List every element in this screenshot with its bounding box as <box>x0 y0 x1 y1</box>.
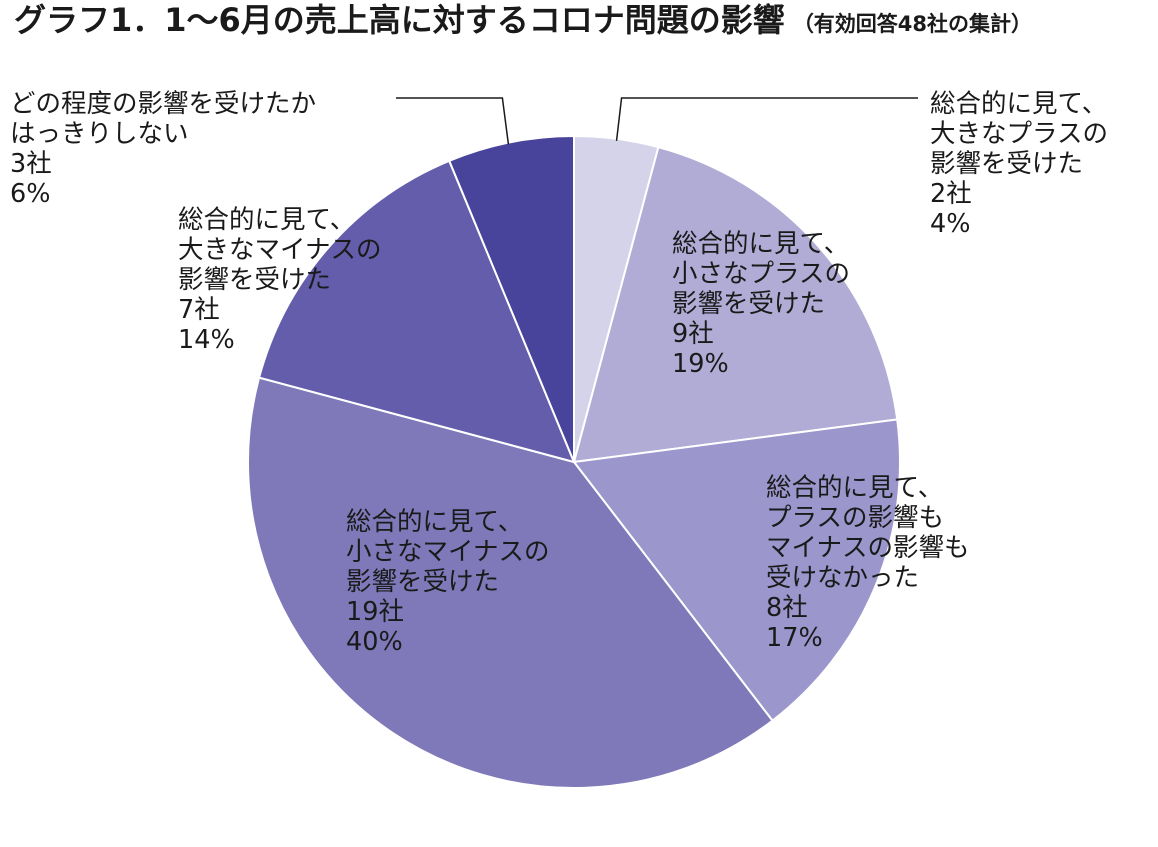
slice-label-line: 小さなプラスの <box>672 259 850 289</box>
slice-percent-label: 17% <box>766 623 823 653</box>
slice-label-6: どの程度の影響を受けたかはっきりしない 3社 6% <box>10 89 316 209</box>
slice-label-line: 大きなプラスの <box>930 119 1108 149</box>
pie-slice-3 <box>573 418 901 722</box>
slice-label-4: 総合的に見て、小さなマイナスの影響を受けた 19社 40% <box>346 507 550 657</box>
slice-label-line: 影響を受けた <box>672 289 825 319</box>
chart-subtitle: （有効回答48社の集計） <box>792 12 1033 36</box>
slice-count-label: 9社 <box>672 319 714 349</box>
slice-label-line: 総合的に見て、 <box>672 229 849 259</box>
slice-label-line: 影響を受けた <box>178 265 331 295</box>
slice-count-label: 7社 <box>178 295 220 325</box>
slice-label-line: はっきりしない <box>10 119 189 149</box>
slice-count-label: 3社 <box>10 149 52 179</box>
slice-label-5: 総合的に見て、大きなマイナスの影響を受けた 7社 14% <box>178 205 382 355</box>
pie-slice-4 <box>247 376 774 789</box>
chart-title-block: グラフ1．1〜6月の売上高に対するコロナ問題の影響 （有効回答48社の集計） <box>14 4 1032 36</box>
slice-label-line: 総合的に見て、 <box>766 473 943 503</box>
leader-lines <box>396 97 918 145</box>
pie-slice-5 <box>258 159 575 463</box>
leader-line-6 <box>396 97 510 145</box>
slice-label-line: 総合的に見て、 <box>178 205 355 235</box>
slice-label-line: 影響を受けた <box>930 149 1083 179</box>
slice-count-label: 2社 <box>930 179 972 209</box>
slice-label-1: 総合的に見て、大きなプラスの影響を受けた 2社 4% <box>930 89 1108 239</box>
slice-percent-label: 6% <box>10 179 50 209</box>
pie-slice-6 <box>448 135 575 463</box>
slice-percent-label: 4% <box>930 209 970 239</box>
chart-title: グラフ1．1〜6月の売上高に対するコロナ問題の影響 <box>14 1 785 39</box>
slice-label-line: どの程度の影響を受けたか <box>10 89 316 119</box>
slice-label-line: マイナスの影響も <box>766 533 970 563</box>
slice-label-line: 受けなかった <box>766 563 919 593</box>
slice-label-3: 総合的に見て、プラスの影響もマイナスの影響も受けなかった 8社 17% <box>766 473 970 653</box>
slice-percent-label: 19% <box>672 349 729 379</box>
slice-percent-label: 40% <box>346 627 403 657</box>
slice-label-line: 小さなマイナスの <box>346 537 550 567</box>
slice-labels: 総合的に見て、大きなプラスの影響を受けた 2社 4%総合的に見て、小さなプラスの影響… <box>10 89 1108 657</box>
slice-percent-label: 14% <box>178 325 235 355</box>
slice-label-line: 総合的に見て、 <box>930 89 1107 119</box>
slice-count-label: 19社 <box>346 597 404 627</box>
slice-label-line: 総合的に見て、 <box>346 507 523 537</box>
pie-slices <box>247 135 901 789</box>
slice-label-line: 影響を受けた <box>346 567 499 597</box>
slice-label-2: 総合的に見て、小さなプラスの影響を受けた 9社 19% <box>672 229 850 379</box>
slice-label-line: 大きなマイナスの <box>178 235 382 265</box>
pie-slice-2 <box>573 146 899 463</box>
slice-label-line: プラスの影響も <box>766 503 944 533</box>
leader-line-1 <box>615 97 918 141</box>
slice-count-label: 8社 <box>766 593 808 623</box>
